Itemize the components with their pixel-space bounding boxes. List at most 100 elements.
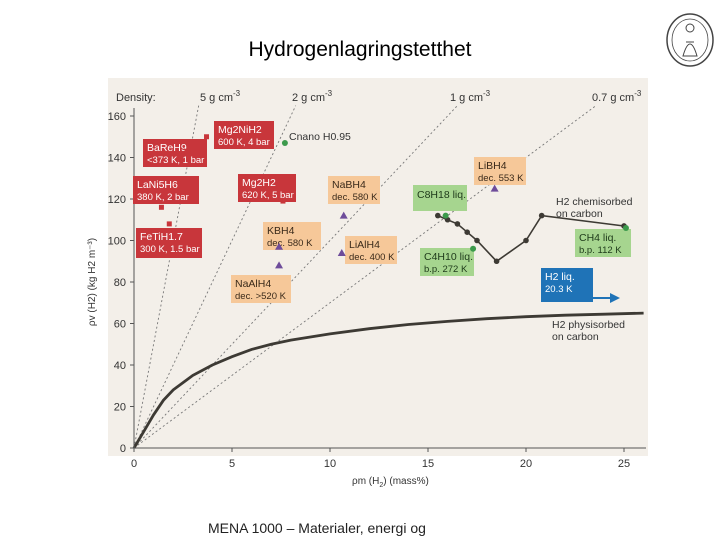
density-line [133, 105, 297, 449]
material-box [136, 228, 202, 258]
y-tick-label: 100 [108, 236, 126, 248]
material-detail: <373 K, 1 bar [147, 155, 204, 166]
y-tick-label: 140 [108, 153, 126, 165]
x-tick-label: 15 [422, 458, 434, 470]
material-name: C4H10 liq. [424, 251, 473, 263]
x-tick-label: 25 [618, 458, 630, 470]
density-label: 1 g cm-3 [450, 89, 491, 104]
material-box [214, 121, 274, 149]
curve-annotation-sub: on carbon [552, 331, 599, 343]
chemisorbed-point [474, 237, 480, 244]
plot-panel-background [108, 78, 648, 456]
material-box [345, 236, 397, 264]
material-marker [275, 261, 284, 269]
chemisorbed-point [454, 221, 461, 227]
y-axis-label: ρv (H2) (kg H2 m⁻³) [87, 238, 98, 326]
material-detail: dec. >520 K [235, 291, 287, 302]
material-detail: dec. 580 K [332, 192, 378, 203]
material-marker [184, 148, 190, 154]
material-marker [442, 212, 449, 219]
material-detail: dec. 400 K [349, 252, 395, 263]
material-marker [166, 221, 172, 227]
material-box [413, 185, 467, 211]
curve-annotation: H2 chemisorbed [556, 196, 633, 208]
material-name: NaAlH4 [235, 278, 271, 290]
university-seal-icon [666, 13, 714, 67]
y-tick-label: 60 [114, 319, 126, 331]
axes: 0 5 10 15 20 25 0 20 40 60 80 100 120 140 160 ρm (H2) (… [87, 108, 646, 489]
density-label: 5 g cm-3 [200, 89, 241, 104]
material-box [575, 229, 631, 257]
material-name: LiAlH4 [349, 239, 380, 251]
material-marker [490, 184, 499, 192]
x-axis-label: ρm (H2) (mass%) [352, 476, 429, 489]
material-box [263, 222, 321, 250]
material-name: C8H18 liq. [417, 189, 466, 201]
density-line [133, 105, 597, 449]
material-marker [622, 225, 629, 232]
physisorbed-curve [132, 311, 644, 449]
chemisorbed-point [464, 229, 471, 235]
x-tick-label: 5 [229, 458, 235, 470]
material-detail: 600 K, 4 bar [218, 137, 270, 148]
y-tick-label: 20 [114, 402, 126, 414]
material-detail: b.p. 112 K [579, 245, 622, 256]
material-box [231, 275, 291, 303]
material-name: Mg2H2 [242, 177, 276, 189]
material-name: Cnano H0.95 [289, 131, 351, 143]
material-name: NaBH4 [332, 179, 366, 191]
material-detail: 300 K, 1.5 bar [140, 244, 200, 255]
x-tick-label: 10 [324, 458, 336, 470]
material-detail: 20.3 K [545, 284, 573, 295]
x-axis-label-sub: 2 [379, 482, 383, 489]
chemisorbed-point [523, 237, 529, 244]
y-tick-label: 120 [108, 194, 126, 206]
material-box [328, 176, 380, 204]
material-name: H2 liq. [545, 271, 575, 283]
curve-annotation-sub: on carbon [556, 208, 603, 220]
density-label-exponent: -3 [233, 89, 241, 98]
material-marker [204, 134, 210, 140]
chemisorbed-point [493, 258, 500, 265]
material-detail: 380 K, 2 bar [137, 192, 189, 203]
material-marker [280, 198, 286, 204]
x-tick-label: 20 [520, 458, 532, 470]
material-detail: 620 K, 5 bar [242, 190, 294, 201]
material-name: LaNi5H6 [137, 179, 178, 191]
material-name: BaReH9 [147, 142, 187, 154]
material-marker [339, 211, 348, 219]
density-label: 2 g cm-3 [292, 89, 333, 104]
density-label-exponent: -3 [483, 89, 491, 98]
material-name: KBH4 [267, 225, 295, 237]
chemisorbed-point [538, 212, 545, 219]
material-name: Mg2NiH2 [218, 124, 262, 136]
material-marker [275, 242, 284, 250]
x-tick-label: 0 [131, 458, 137, 470]
density-label: 0.7 g cm-3 [592, 89, 642, 104]
curve-annotation: H2 physisorbed [552, 319, 625, 331]
chemisorbed-point [435, 212, 441, 219]
x-axis-label-tail: ) (mass%) [383, 476, 429, 487]
material-box [133, 176, 199, 204]
material-name: LiBH4 [478, 160, 507, 172]
material-box [238, 174, 296, 202]
density-lines: 5 g cm-3 2 g cm-3 1 g cm-3 0.7 g cm-3 Densit… [116, 89, 642, 449]
material-box [541, 268, 593, 302]
h2-liquid-arrowhead [610, 293, 620, 303]
y-tick-label: 160 [108, 111, 126, 123]
material-box [143, 139, 207, 167]
density-line [133, 105, 458, 449]
material-name: CH4 liq. [579, 232, 616, 244]
material-detail: dec. 580 K [267, 238, 313, 249]
material-detail: b.p. 272 K [424, 264, 468, 275]
material-name: FeTiH1.7 [140, 231, 183, 243]
material-marker [158, 204, 164, 210]
y-tick-label: 40 [114, 360, 126, 372]
y-tick-label: 0 [120, 443, 126, 455]
footer-text: MENA 1000 – Materialer, energi og [208, 520, 426, 536]
material-box [420, 248, 474, 276]
material-detail: dec. 553 K [478, 173, 524, 184]
